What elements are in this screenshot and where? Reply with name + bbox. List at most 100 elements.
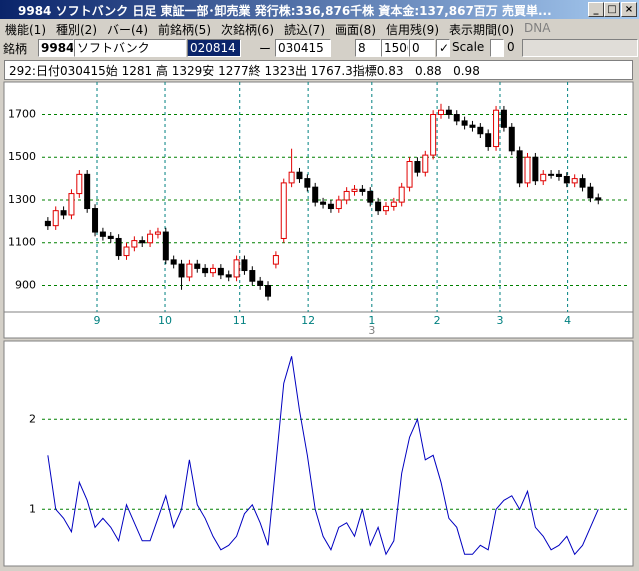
candle-body xyxy=(186,263,193,278)
x-tick-label: 11 xyxy=(233,314,247,327)
x-tick-label: 4 xyxy=(564,314,571,327)
candle-body xyxy=(288,171,295,184)
candle-body xyxy=(540,173,547,182)
x-tick-label: 12 xyxy=(301,314,315,327)
menu-item[interactable]: 種別(2) xyxy=(56,23,97,37)
menu-item[interactable]: 次銘柄(6) xyxy=(221,23,274,37)
candle-body xyxy=(587,186,594,199)
candle-body xyxy=(123,246,130,257)
checkbox[interactable] xyxy=(490,39,504,57)
candle-body xyxy=(375,201,382,212)
checkbox[interactable]: ✓ xyxy=(436,39,450,57)
candle-body xyxy=(430,113,437,156)
candle-body xyxy=(60,210,67,216)
y-tick-label: 900 xyxy=(15,278,36,291)
candle-body xyxy=(438,109,445,115)
candle-body xyxy=(359,188,366,192)
x-tick-label: 3 xyxy=(496,314,503,327)
price-panel xyxy=(3,81,634,313)
candle-body xyxy=(367,190,374,203)
candle-body xyxy=(445,109,452,115)
candle-body xyxy=(493,109,500,148)
to-field[interactable]: 030415 xyxy=(275,39,331,57)
candle-body xyxy=(469,124,476,128)
menu-item[interactable]: 信用残(9) xyxy=(386,23,439,37)
indicator-panel xyxy=(3,340,634,567)
name-field[interactable]: ソフトバンク xyxy=(74,39,186,57)
y-tick-label: 1100 xyxy=(8,236,36,249)
code-field[interactable]: 9984 xyxy=(38,39,74,57)
candle-body xyxy=(233,259,240,278)
candle-body xyxy=(178,263,185,278)
field[interactable]: 1500 xyxy=(381,39,409,57)
y-tick-label: 1300 xyxy=(8,193,36,206)
candle-body xyxy=(532,156,539,182)
candle-body xyxy=(44,220,51,227)
x-tick-label: 2 xyxy=(434,314,441,327)
title-bar: 9984 ソフトバンク 日足 東証一部･卸売業 発行株:336,876千株 資本… xyxy=(0,0,639,19)
candle-body xyxy=(131,240,138,248)
candle-body xyxy=(406,161,413,188)
candle-body xyxy=(571,178,578,184)
menu-item[interactable]: 読込(7) xyxy=(284,23,325,37)
y-tick-label: 1 xyxy=(29,502,36,515)
candle-body xyxy=(304,178,311,188)
candle-body xyxy=(107,235,114,239)
candle-body xyxy=(312,186,319,203)
scale-label: Scale xyxy=(452,40,485,54)
candle-body xyxy=(398,186,405,203)
candle-body xyxy=(99,231,106,237)
candle-body xyxy=(563,175,570,184)
dash: ー xyxy=(259,42,272,56)
candle-body xyxy=(209,267,216,274)
candle-body xyxy=(516,150,523,184)
candle-body xyxy=(170,259,177,265)
minimize-button[interactable]: _ xyxy=(588,2,604,17)
indicator-line xyxy=(47,356,599,556)
candle-body xyxy=(555,173,562,177)
value-label: 0 xyxy=(507,40,515,54)
field[interactable]: 8 xyxy=(355,39,381,57)
close-button[interactable]: × xyxy=(621,2,637,17)
candle-body xyxy=(327,203,334,210)
maximize-button[interactable]: □ xyxy=(604,2,620,17)
menu-item[interactable]: 画面(8) xyxy=(335,23,376,37)
field[interactable]: 0 xyxy=(409,39,435,57)
from-field[interactable]: 020814 xyxy=(187,39,241,57)
window-title: 9984 ソフトバンク 日足 東証一部･卸売業 発行株:336,876千株 資本… xyxy=(18,4,552,18)
info-line: 292:日付030415始 1281 高 1329安 1277終 1323出 1… xyxy=(4,60,633,80)
candle-body xyxy=(272,255,279,265)
candle-body xyxy=(335,199,342,210)
candle-body xyxy=(154,231,161,235)
axis-strip xyxy=(3,311,634,339)
candle-body xyxy=(477,126,484,135)
candle-body xyxy=(84,173,91,210)
candle-body xyxy=(194,263,201,269)
menu-item[interactable]: 機能(1) xyxy=(5,23,46,37)
candle-body xyxy=(500,109,507,128)
candle-body xyxy=(382,205,389,212)
candle-body xyxy=(115,237,122,257)
slider[interactable] xyxy=(522,39,638,57)
toolbar: 銘柄 9984 ソフトバンク 020814 ー 030415 8 1500 0 … xyxy=(0,38,639,58)
x-tick-label: 10 xyxy=(158,314,172,327)
candle-body xyxy=(68,193,75,216)
x-tick-label: 1 xyxy=(368,314,375,327)
candle-body xyxy=(139,240,146,244)
candle-body xyxy=(217,267,224,276)
menu-item[interactable]: 前銘柄(5) xyxy=(158,23,211,37)
candle-body xyxy=(249,270,256,282)
menu-item[interactable]: DNA xyxy=(524,21,551,35)
y-tick-label: 2 xyxy=(29,412,36,425)
candle-body xyxy=(422,154,429,173)
menu-bar: 機能(1) 種別(2) バー(4) 前銘柄(5) 次銘柄(6) 読込(7) 画面(8) 信用残… xyxy=(0,20,639,37)
candle-body xyxy=(414,161,421,173)
label: 銘柄 xyxy=(3,42,28,56)
candle-body xyxy=(548,173,555,176)
menu-item[interactable]: バー(4) xyxy=(107,23,148,37)
candle-body xyxy=(280,182,287,239)
menu-item[interactable]: 表示期間(0) xyxy=(449,23,514,37)
candle-body xyxy=(92,208,99,233)
candle-body xyxy=(485,133,492,148)
